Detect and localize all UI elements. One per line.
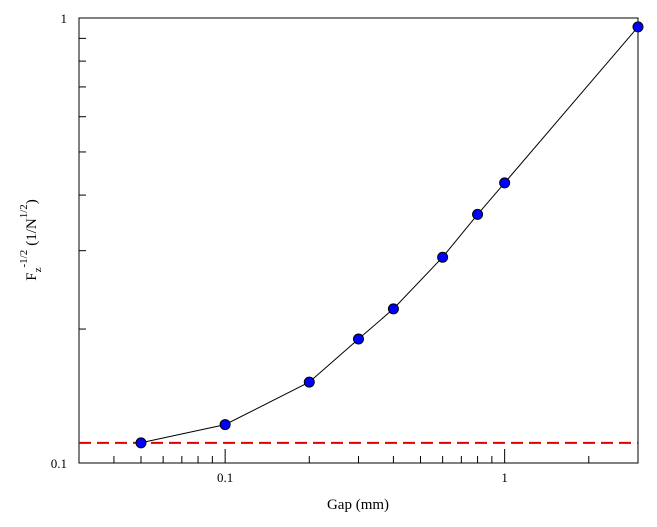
plot-area-frame: [78, 17, 639, 464]
data-point: [219, 419, 231, 431]
minor-ticks: [78, 37, 639, 463]
major-ticks: [79, 17, 506, 464]
y-axis-label: Fz-1/2(1/N1/2): [18, 199, 44, 281]
series-layer: [135, 21, 644, 449]
y-tick-label: 1: [61, 11, 68, 26]
data-point: [499, 177, 511, 189]
tick-labels: 0.1 1 0.1 1: [51, 11, 508, 485]
x-tick-label: 0.1: [217, 470, 233, 485]
y-tick-label: 0.1: [51, 456, 67, 471]
x-tick-label: 1: [501, 470, 508, 485]
data-point: [387, 303, 399, 315]
series-line: [140, 26, 639, 444]
data-point: [472, 208, 484, 220]
data-point: [437, 251, 449, 263]
x-axis-label: Gap (mm): [327, 497, 389, 513]
data-point: [632, 21, 644, 33]
data-point: [353, 333, 364, 345]
data-point: [303, 376, 315, 388]
data-point: [135, 437, 147, 449]
